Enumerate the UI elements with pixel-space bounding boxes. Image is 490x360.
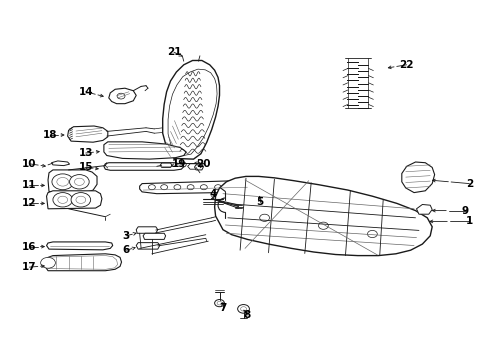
Circle shape bbox=[241, 307, 246, 311]
Circle shape bbox=[76, 196, 86, 203]
Polygon shape bbox=[195, 165, 203, 170]
Text: 11: 11 bbox=[22, 180, 37, 190]
Text: 12: 12 bbox=[22, 198, 37, 208]
Circle shape bbox=[70, 175, 89, 189]
Polygon shape bbox=[143, 233, 166, 239]
Circle shape bbox=[74, 178, 84, 185]
Polygon shape bbox=[215, 176, 432, 256]
Text: 9: 9 bbox=[462, 206, 469, 216]
Text: 10: 10 bbox=[22, 159, 37, 169]
Text: 2: 2 bbox=[466, 179, 473, 189]
Circle shape bbox=[368, 230, 377, 238]
Text: 3: 3 bbox=[123, 231, 130, 241]
Text: 5: 5 bbox=[256, 197, 263, 207]
Text: 6: 6 bbox=[123, 245, 130, 255]
Circle shape bbox=[318, 222, 328, 229]
Polygon shape bbox=[136, 227, 158, 233]
Polygon shape bbox=[45, 254, 122, 271]
Circle shape bbox=[260, 214, 270, 221]
Polygon shape bbox=[402, 162, 435, 193]
Polygon shape bbox=[109, 88, 136, 104]
Circle shape bbox=[179, 162, 186, 167]
Circle shape bbox=[117, 93, 125, 99]
Circle shape bbox=[215, 300, 224, 307]
Circle shape bbox=[229, 185, 236, 190]
Polygon shape bbox=[47, 191, 102, 209]
Circle shape bbox=[41, 257, 55, 268]
Text: 7: 7 bbox=[219, 303, 227, 313]
Circle shape bbox=[161, 185, 168, 190]
Circle shape bbox=[194, 162, 201, 167]
Polygon shape bbox=[168, 69, 217, 157]
Circle shape bbox=[53, 193, 73, 207]
Polygon shape bbox=[188, 164, 198, 169]
Polygon shape bbox=[163, 60, 220, 159]
Text: 8: 8 bbox=[244, 310, 251, 320]
Circle shape bbox=[215, 185, 221, 190]
Polygon shape bbox=[51, 161, 70, 166]
Text: 1: 1 bbox=[466, 216, 473, 226]
Circle shape bbox=[187, 185, 194, 190]
Circle shape bbox=[57, 177, 69, 186]
Text: 13: 13 bbox=[78, 148, 93, 158]
Circle shape bbox=[52, 174, 74, 190]
Text: 21: 21 bbox=[167, 47, 181, 57]
Polygon shape bbox=[104, 142, 186, 159]
Polygon shape bbox=[68, 126, 108, 142]
Text: 4: 4 bbox=[209, 189, 217, 199]
Text: 19: 19 bbox=[172, 159, 186, 169]
Polygon shape bbox=[140, 181, 250, 194]
Circle shape bbox=[238, 305, 249, 313]
Polygon shape bbox=[104, 163, 184, 170]
Circle shape bbox=[217, 301, 222, 305]
Circle shape bbox=[200, 185, 207, 190]
Polygon shape bbox=[136, 243, 160, 249]
Polygon shape bbox=[47, 242, 113, 250]
Circle shape bbox=[148, 185, 155, 190]
Circle shape bbox=[174, 185, 181, 190]
Text: 16: 16 bbox=[22, 242, 37, 252]
Text: 22: 22 bbox=[399, 60, 414, 70]
Text: 20: 20 bbox=[196, 159, 211, 169]
Text: 18: 18 bbox=[43, 130, 58, 140]
Text: 15: 15 bbox=[78, 162, 93, 172]
Polygon shape bbox=[160, 163, 172, 167]
Text: 14: 14 bbox=[78, 87, 93, 97]
Polygon shape bbox=[416, 204, 432, 214]
Polygon shape bbox=[48, 170, 97, 193]
Text: 17: 17 bbox=[22, 262, 37, 272]
Circle shape bbox=[58, 196, 68, 203]
Polygon shape bbox=[46, 256, 118, 269]
Circle shape bbox=[71, 193, 91, 207]
